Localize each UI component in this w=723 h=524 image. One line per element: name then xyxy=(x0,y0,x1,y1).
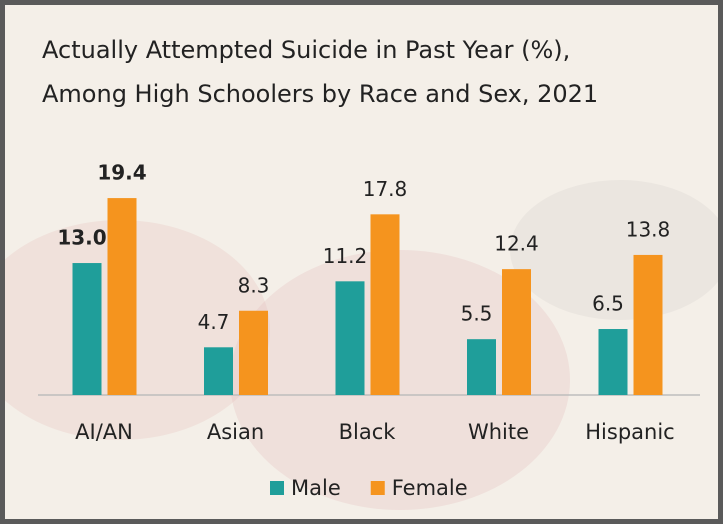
legend-label: Female xyxy=(392,476,468,500)
data-label: 19.4 xyxy=(97,161,146,185)
bar xyxy=(239,310,268,395)
data-label: 13.0 xyxy=(57,226,106,250)
bar xyxy=(370,214,400,395)
legend-swatch xyxy=(270,481,284,495)
data-label: 6.5 xyxy=(592,292,624,316)
legend-swatch xyxy=(370,481,385,495)
data-label: 17.8 xyxy=(363,177,408,201)
bar xyxy=(467,339,496,395)
chart-title: Actually Attempted Suicide in Past Year … xyxy=(42,36,570,64)
x-tick-label: Hispanic xyxy=(585,420,674,444)
bar xyxy=(335,281,365,395)
bar xyxy=(72,263,102,395)
data-label: 8.3 xyxy=(238,273,270,297)
chart-title: Among High Schoolers by Race and Sex, 20… xyxy=(42,80,598,108)
x-tick-label: AI/AN xyxy=(75,420,133,444)
legend-label: Male xyxy=(291,476,341,500)
x-tick-label: Asian xyxy=(207,420,264,444)
background-decoration xyxy=(510,180,723,320)
x-tick-label: White xyxy=(468,420,529,444)
bar xyxy=(204,347,233,395)
x-tick-label: Black xyxy=(339,420,397,444)
data-label: 13.8 xyxy=(626,217,671,241)
data-label: 11.2 xyxy=(323,244,368,268)
data-label: 4.7 xyxy=(198,310,230,334)
bar xyxy=(502,269,531,395)
data-label: 5.5 xyxy=(461,302,493,326)
bar xyxy=(633,254,663,395)
bar xyxy=(107,198,137,395)
data-label: 12.4 xyxy=(494,232,539,256)
background-decoration xyxy=(230,250,570,510)
bar xyxy=(598,329,628,395)
